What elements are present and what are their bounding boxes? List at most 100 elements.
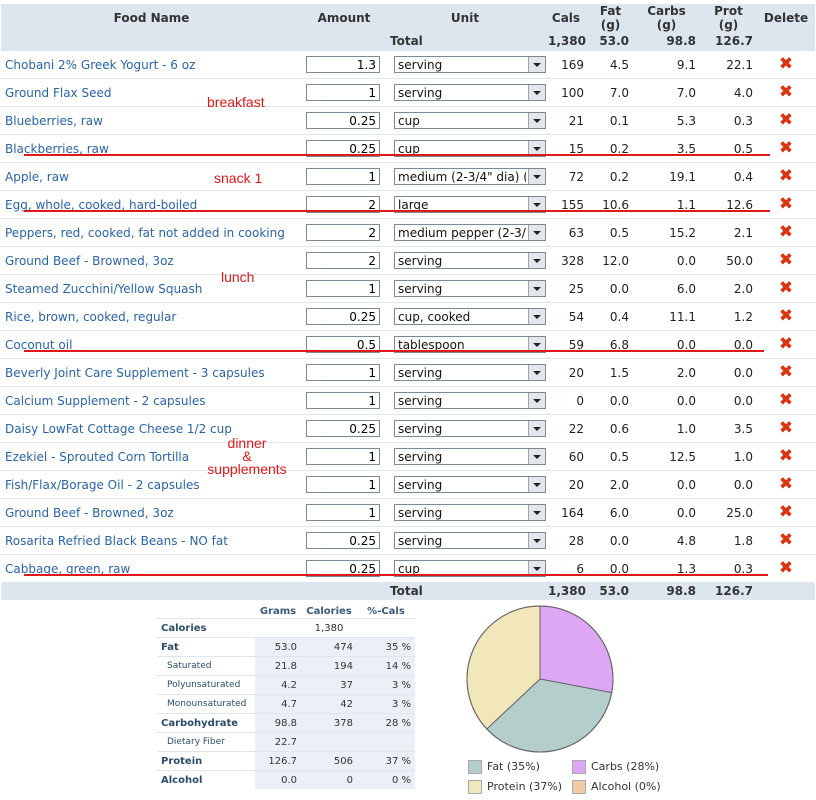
unit-select[interactable]: serving: [394, 364, 546, 381]
unit-select[interactable]: serving: [394, 448, 546, 465]
delete-x-icon[interactable]: ✖: [778, 390, 794, 410]
unit-select[interactable]: serving: [394, 504, 546, 521]
delete-x-icon[interactable]: ✖: [778, 558, 794, 578]
unit-select[interactable]: serving: [394, 280, 546, 297]
delete-x-icon[interactable]: ✖: [778, 418, 794, 438]
unit-select[interactable]: medium pepper (2-3/4': [394, 224, 546, 241]
chevron-down-icon[interactable]: [528, 113, 545, 128]
amount-input[interactable]: [306, 112, 380, 129]
food-name-link[interactable]: Calcium Supplement - 2 capsules: [1, 386, 302, 415]
amount-input[interactable]: [306, 84, 380, 101]
unit-select[interactable]: cup, cooked: [394, 308, 546, 325]
amount-input[interactable]: [306, 56, 380, 73]
food-name-link[interactable]: Peppers, red, cooked, fat not added in c…: [1, 218, 302, 247]
food-name-link[interactable]: Beverly Joint Care Supplement - 3 capsul…: [1, 358, 302, 387]
delete-x-icon[interactable]: ✖: [778, 502, 794, 522]
chevron-down-icon[interactable]: [528, 197, 545, 212]
delete-x-icon[interactable]: ✖: [778, 138, 794, 158]
delete-x-icon[interactable]: ✖: [778, 446, 794, 466]
chevron-down-icon[interactable]: [528, 365, 545, 380]
delete-x-icon[interactable]: ✖: [778, 222, 794, 242]
unit-select[interactable]: serving: [394, 420, 546, 437]
delete-x-icon[interactable]: ✖: [778, 278, 794, 298]
food-name-link[interactable]: Ground Flax Seed: [1, 78, 302, 107]
chevron-down-icon[interactable]: [528, 169, 545, 184]
amount-input[interactable]: [306, 252, 380, 269]
amount-input[interactable]: [306, 140, 380, 157]
chevron-down-icon[interactable]: [528, 141, 545, 156]
unit-select[interactable]: cup: [394, 112, 546, 129]
food-name-link[interactable]: Steamed Zucchini/Yellow Squash: [1, 274, 302, 303]
delete-x-icon[interactable]: ✖: [778, 474, 794, 494]
delete-x-icon[interactable]: ✖: [778, 362, 794, 382]
food-name-link[interactable]: Ezekiel - Sprouted Corn Tortilla: [1, 442, 302, 471]
header-cals[interactable]: Cals: [544, 4, 588, 32]
delete-x-icon[interactable]: ✖: [778, 250, 794, 270]
unit-select[interactable]: cup: [394, 560, 546, 577]
chevron-down-icon[interactable]: [528, 337, 545, 352]
food-name-link[interactable]: Egg, whole, cooked, hard-boiled: [1, 190, 302, 219]
header-unit[interactable]: Unit: [386, 4, 544, 32]
unit-select[interactable]: medium (2-3/4" dia) (a: [394, 168, 546, 185]
amount-input[interactable]: [306, 308, 380, 325]
unit-select[interactable]: serving: [394, 476, 546, 493]
unit-select[interactable]: cup: [394, 140, 546, 157]
chevron-down-icon[interactable]: [528, 421, 545, 436]
chevron-down-icon[interactable]: [528, 505, 545, 520]
chevron-down-icon[interactable]: [528, 393, 545, 408]
chevron-down-icon[interactable]: [528, 477, 545, 492]
food-name-link[interactable]: Cabbage, green, raw: [1, 554, 302, 582]
food-name-link[interactable]: Ground Beef - Browned, 3oz: [1, 246, 302, 275]
unit-select[interactable]: large: [394, 196, 546, 213]
delete-x-icon[interactable]: ✖: [778, 306, 794, 326]
food-name-link[interactable]: Rosarita Refried Black Beans - NO fat: [1, 526, 302, 555]
amount-input[interactable]: [306, 532, 380, 549]
unit-select[interactable]: serving: [394, 392, 546, 409]
unit-select[interactable]: serving: [394, 532, 546, 549]
food-name-link[interactable]: Fish/Flax/Borage Oil - 2 capsules: [1, 470, 302, 499]
chevron-down-icon[interactable]: [528, 281, 545, 296]
delete-x-icon[interactable]: ✖: [778, 110, 794, 130]
chevron-down-icon[interactable]: [528, 449, 545, 464]
delete-x-icon[interactable]: ✖: [778, 54, 794, 74]
amount-input[interactable]: [306, 364, 380, 381]
food-name-link[interactable]: Blueberries, raw: [1, 106, 302, 135]
unit-select[interactable]: serving: [394, 56, 546, 73]
header-carbs[interactable]: Carbs (g): [633, 4, 700, 32]
header-fat[interactable]: Fat (g): [588, 4, 633, 32]
delete-x-icon[interactable]: ✖: [778, 82, 794, 102]
chevron-down-icon[interactable]: [528, 253, 545, 268]
header-amount[interactable]: Amount: [302, 4, 386, 32]
chevron-down-icon[interactable]: [528, 561, 545, 576]
food-name-link[interactable]: Rice, brown, cooked, regular: [1, 302, 302, 331]
chevron-down-icon[interactable]: [528, 85, 545, 100]
header-food-name[interactable]: Food Name: [1, 4, 302, 32]
delete-x-icon[interactable]: ✖: [778, 334, 794, 354]
amount-input[interactable]: [306, 224, 380, 241]
amount-input[interactable]: [306, 280, 380, 297]
amount-input[interactable]: [306, 336, 380, 353]
food-name-link[interactable]: Chobani 2% Greek Yogurt - 6 oz: [1, 50, 302, 79]
food-name-link[interactable]: Blackberries, raw: [1, 134, 302, 163]
food-name-link[interactable]: Daisy LowFat Cottage Cheese 1/2 cup: [1, 414, 302, 443]
delete-x-icon[interactable]: ✖: [778, 530, 794, 550]
amount-input[interactable]: [306, 504, 380, 521]
chevron-down-icon[interactable]: [528, 533, 545, 548]
amount-input[interactable]: [306, 392, 380, 409]
delete-x-icon[interactable]: ✖: [778, 194, 794, 214]
amount-input[interactable]: [306, 420, 380, 437]
chevron-down-icon[interactable]: [528, 57, 545, 72]
unit-select[interactable]: serving: [394, 84, 546, 101]
chevron-down-icon[interactable]: [528, 309, 545, 324]
header-prot[interactable]: Prot (g): [700, 4, 757, 32]
amount-input[interactable]: [306, 196, 380, 213]
amount-input[interactable]: [306, 560, 380, 577]
chevron-down-icon[interactable]: [528, 225, 545, 240]
unit-select[interactable]: tablespoon: [394, 336, 546, 353]
food-name-link[interactable]: Ground Beef - Browned, 3oz: [1, 498, 302, 527]
amount-input[interactable]: [306, 448, 380, 465]
food-name-link[interactable]: Coconut oil: [1, 330, 302, 359]
amount-input[interactable]: [306, 476, 380, 493]
food-name-link[interactable]: Apple, raw: [1, 162, 302, 191]
unit-select[interactable]: serving: [394, 252, 546, 269]
